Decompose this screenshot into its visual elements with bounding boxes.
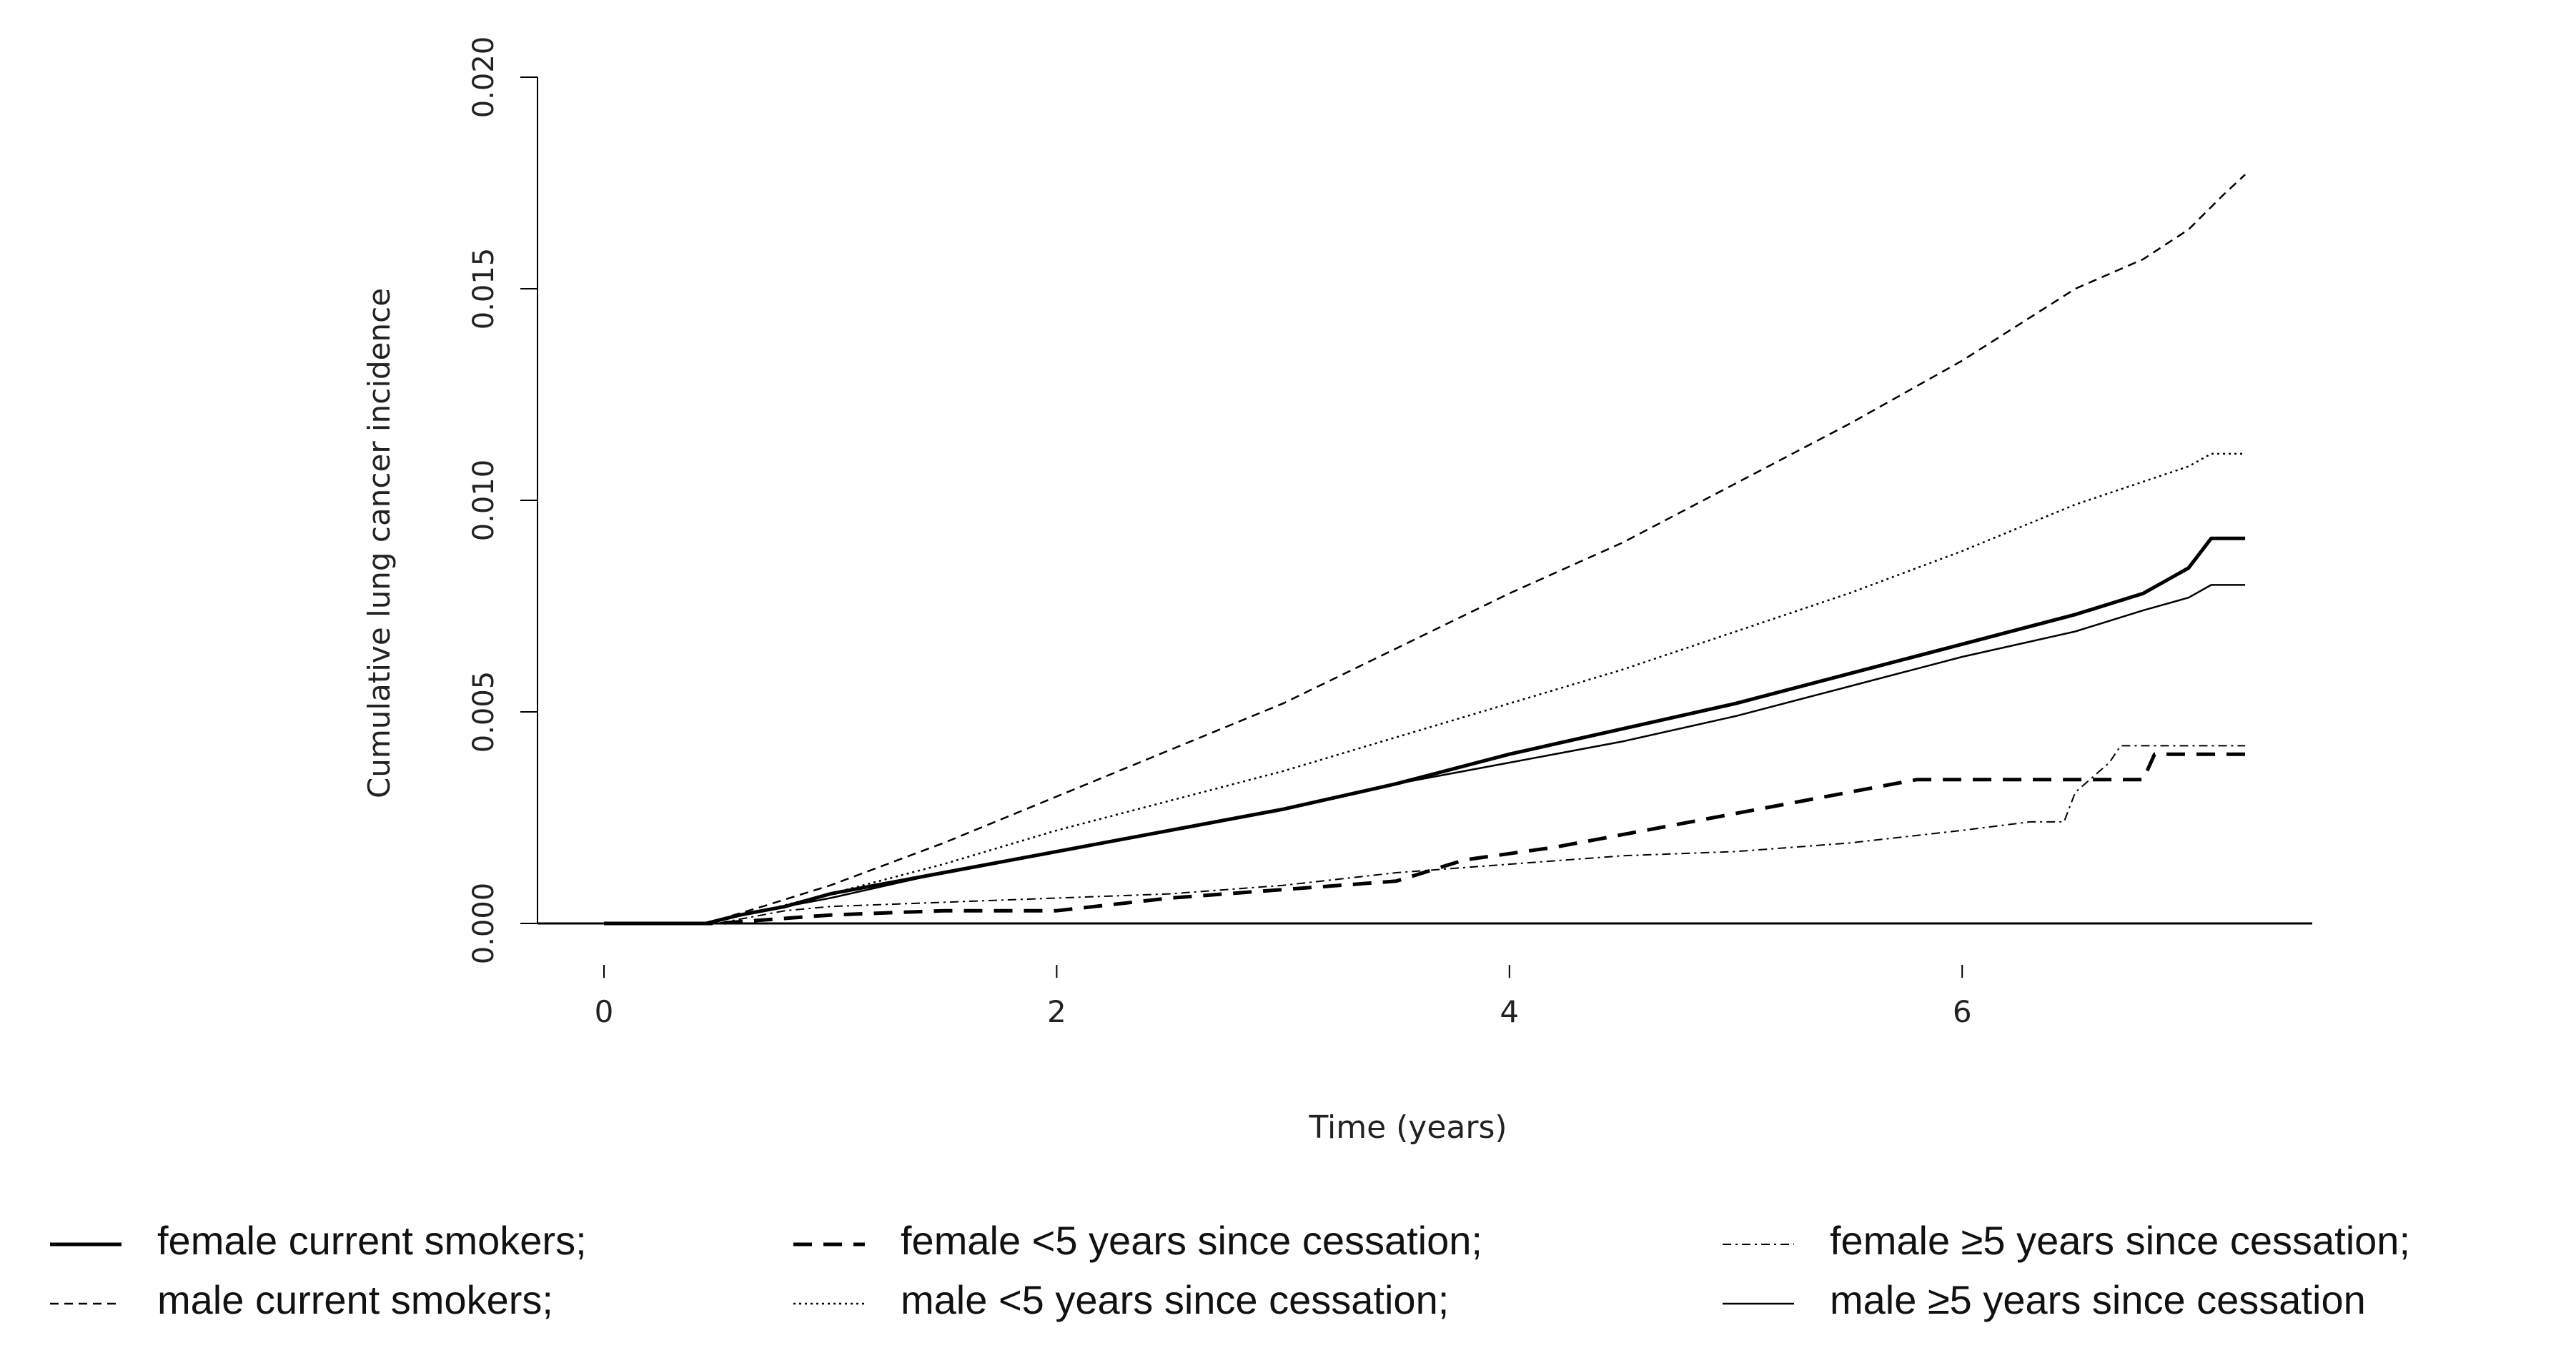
legend-label: female <5 years since cessation; — [901, 1218, 1482, 1263]
y-tick-label: 0.020 — [467, 36, 500, 119]
series-line-1 — [604, 752, 2246, 926]
y-axis-label: Cumulative lung cancer incidence — [362, 288, 397, 798]
legend-label: female current smokers; — [157, 1218, 587, 1263]
y-tick-label: 0.015 — [467, 248, 500, 330]
x-ticks: 0 2 4 6 — [595, 965, 1972, 1029]
series-line-3 — [604, 174, 2246, 925]
x-tick-label: 4 — [1500, 994, 1519, 1029]
legend-label: male <5 years since cessation; — [901, 1277, 1449, 1322]
legend-label: male ≥5 years since cessation — [1830, 1277, 2366, 1322]
y-tick-label: 0.010 — [467, 460, 500, 542]
series-line-5 — [604, 584, 2246, 925]
plot-area: 0.000 0.005 0.010 0.015 0.020 0 2 4 6 — [467, 36, 2312, 1029]
x-tick-label: 0 — [595, 994, 614, 1029]
x-tick-label: 6 — [1953, 994, 1972, 1029]
series-lines — [604, 174, 2246, 926]
y-tick-label: 0.005 — [467, 671, 500, 753]
series-line-2 — [604, 745, 2246, 924]
x-tick-label: 2 — [1047, 994, 1066, 1029]
y-tick-label: 0.000 — [467, 883, 500, 965]
legend: female current smokers; male current smok… — [50, 1218, 2410, 1322]
legend-label: male current smokers; — [157, 1277, 553, 1322]
x-axis-label: Time (years) — [1308, 1109, 1507, 1146]
legend-label: female ≥5 years since cessation; — [1830, 1218, 2410, 1263]
series-line-4 — [604, 452, 2246, 925]
y-ticks: 0.000 0.005 0.010 0.015 0.020 — [467, 36, 538, 965]
